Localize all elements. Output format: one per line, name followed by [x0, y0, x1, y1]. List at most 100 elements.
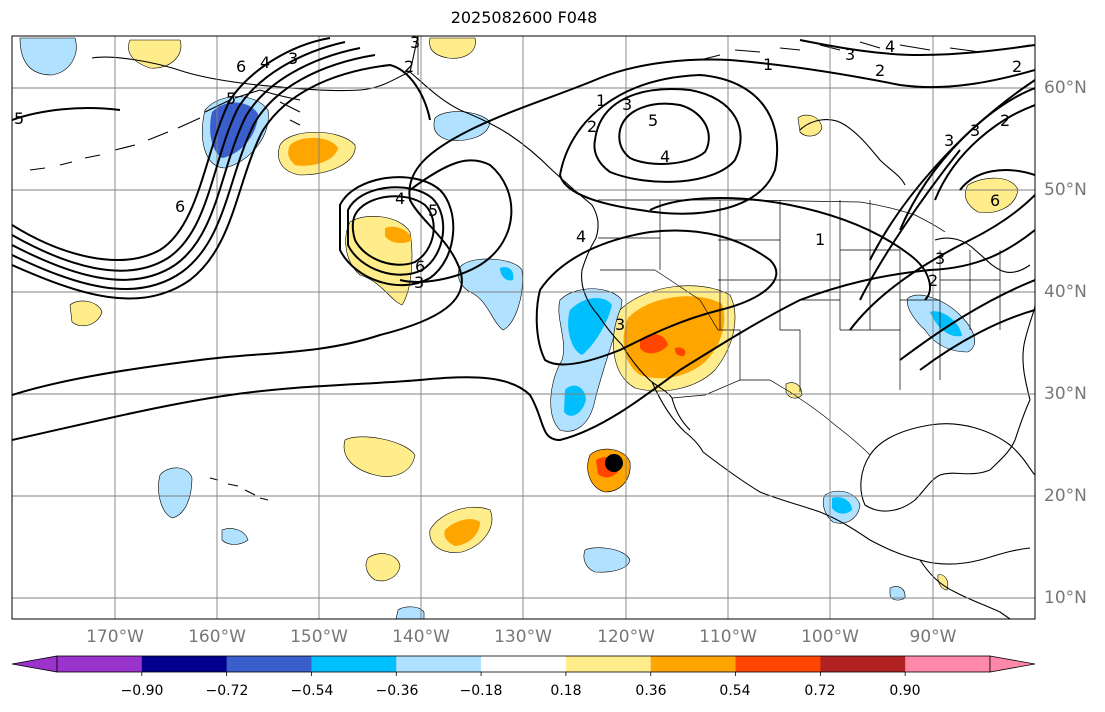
colorbar-cell	[565, 656, 652, 672]
coast-hawaii	[209, 477, 269, 501]
shade-blue-gulf	[433, 111, 491, 141]
shade-yellow-s2	[365, 553, 401, 582]
colorbar-cell	[311, 656, 397, 672]
lon-label: 170°W	[86, 627, 144, 647]
contour-label: 5	[428, 201, 438, 220]
coast-florida	[989, 399, 1031, 471]
lat-label: 60°N	[1044, 78, 1087, 98]
colorbar-tick-label: 0.90	[889, 683, 921, 699]
coast-mexico	[702, 451, 1031, 565]
plot-frame	[11, 35, 1036, 620]
contour-label: 3	[944, 131, 954, 150]
lat-label: 40°N	[1044, 282, 1087, 302]
shade-blue-s	[583, 547, 631, 573]
lon-label: 150°W	[290, 627, 348, 647]
state-lines-2	[718, 200, 1001, 392]
shade-orange-low	[385, 226, 412, 244]
contour-label: 5	[648, 111, 658, 130]
colorbar-cell	[141, 656, 228, 672]
shade-orange-gulf-core	[288, 137, 338, 166]
colorbar-cell	[650, 656, 737, 672]
lon-label: 130°W	[494, 627, 552, 647]
coast-hudson	[799, 119, 906, 186]
colorbar-tick-label: −0.36	[375, 683, 419, 699]
contour-label: 6	[990, 191, 1000, 210]
contour-trough-4	[12, 54, 376, 291]
shade-yellow-ne	[965, 177, 1019, 213]
lat-label: 50°N	[1044, 180, 1087, 200]
colorbar-max-extend	[989, 655, 1036, 673]
contour-label: 4	[395, 189, 405, 208]
contour-low-3	[339, 176, 455, 287]
shade-blue-s3	[395, 606, 425, 619]
shade-yellow-north2	[429, 37, 476, 59]
storm-center-marker[interactable]	[605, 454, 623, 472]
state-lines-1	[598, 200, 841, 331]
coast-greatlakes	[934, 237, 1031, 274]
contour-label: 1	[596, 91, 606, 110]
contour-label: 4	[660, 147, 670, 166]
colorbar-cell	[396, 656, 482, 672]
shade-blue-hawaii	[158, 467, 193, 519]
colorbar-cell	[735, 656, 821, 672]
contour-label: 4	[576, 227, 586, 246]
colorbar-cell	[57, 656, 143, 672]
map-title: 2025082600 F048	[450, 8, 598, 27]
contour-label: 3	[845, 45, 855, 64]
lon-label: 120°W	[597, 627, 655, 647]
shade-yellow-hudson	[797, 114, 823, 137]
contour-bering	[12, 107, 121, 121]
shade-blue-hawaii2	[221, 528, 249, 545]
coast-aleutians	[29, 89, 261, 171]
shade-blue-mex-core	[832, 497, 852, 514]
lon-label: 160°W	[188, 627, 246, 647]
contour-labels: 6 4 3 2 6 5 4 5 6 3 4 1 2 3 5 4 1 2 3 6 …	[14, 33, 1022, 334]
colorbar-tick-label: −0.90	[120, 683, 164, 699]
contour-low-2	[347, 186, 445, 276]
colorbar-tick-label: 0.36	[635, 683, 667, 699]
colorbar-tick-label: 0.54	[719, 683, 751, 699]
contour-trough-3	[12, 47, 361, 281]
contour-label: 2	[875, 61, 885, 80]
contour-ne-2	[934, 104, 1035, 201]
lon-label: 110°W	[699, 627, 757, 647]
contour-trough-1	[12, 37, 331, 261]
colorbar-cell	[481, 656, 567, 672]
coast-bc	[409, 71, 599, 271]
colorbar-cell	[226, 656, 312, 672]
shade-blue-baja-core1	[568, 298, 612, 355]
contour-ne-6	[899, 279, 1035, 371]
contour-label: 2	[1012, 57, 1022, 76]
contour-label: 4	[260, 53, 270, 72]
contour-trough-2	[12, 41, 346, 272]
contour-canada-3	[558, 73, 779, 215]
contour-trough-5	[12, 63, 431, 300]
coast-alaska-peninsula	[259, 89, 301, 126]
shade-blue-baja-core2	[564, 385, 586, 416]
contour-label: 3	[935, 249, 945, 268]
colorbar-tick-label: −0.18	[459, 683, 503, 699]
graticule	[12, 36, 1035, 619]
contour-label: 2	[1000, 111, 1010, 130]
shade-blue-cal-core	[500, 267, 514, 281]
contour-label: 1	[763, 55, 773, 74]
shade-blue-ne-core	[930, 311, 962, 337]
contour-label: 3	[615, 315, 625, 334]
contour-label: 5	[14, 109, 24, 128]
contour-label: 3	[288, 49, 298, 68]
colorbar-tick-label: −0.54	[290, 683, 334, 699]
contour-ridge-2	[649, 197, 931, 301]
contour-low-4	[399, 159, 513, 283]
colorbar-tick-label: 0.72	[804, 683, 836, 699]
colorbar-tick-label: 0.18	[550, 683, 582, 699]
contour-label: 2	[404, 57, 414, 76]
shade-red-sw	[640, 333, 686, 357]
contour-canada-1	[618, 102, 710, 165]
contour-label: 3	[410, 33, 420, 52]
shade-yellow-west	[69, 300, 103, 327]
colorbar-cell	[820, 656, 906, 672]
coast-gulf	[860, 423, 1035, 512]
colorbar-min-extend	[11, 655, 58, 673]
contour-label: 3	[970, 121, 980, 140]
